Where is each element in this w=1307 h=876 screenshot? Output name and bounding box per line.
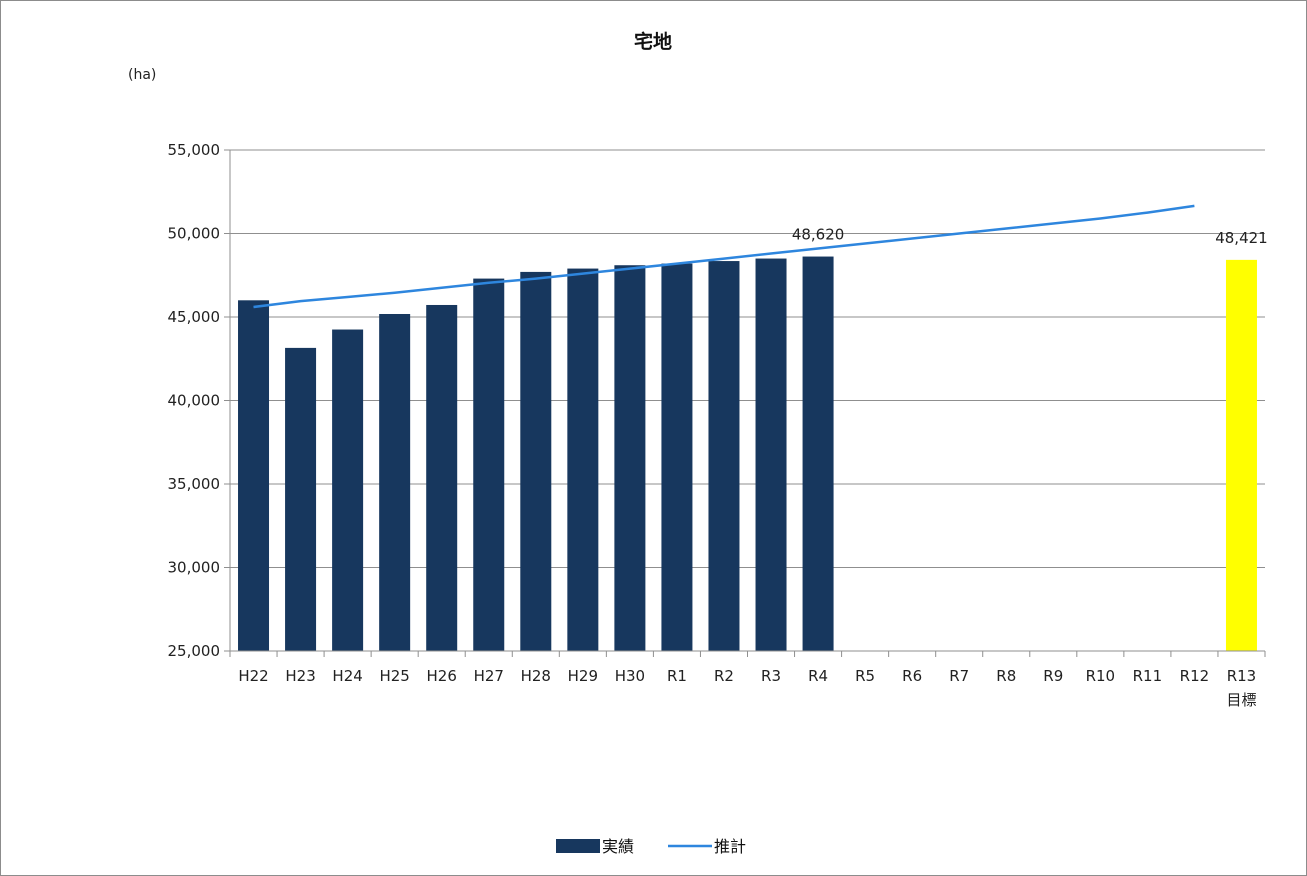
x-tick-sublabel: 目標 xyxy=(1226,691,1256,709)
bar-H24 xyxy=(332,329,364,651)
chart-title: 宅地 xyxy=(634,30,672,53)
y-tick-label: 25,000 xyxy=(168,642,221,660)
x-tick-label: R13 xyxy=(1227,667,1257,685)
x-tick-label: R7 xyxy=(949,667,969,685)
bar-R3 xyxy=(755,258,787,651)
legend-label: 推計 xyxy=(714,837,746,856)
bar-R4 xyxy=(802,256,834,651)
y-tick-label: 35,000 xyxy=(168,475,221,493)
x-tick-label: R9 xyxy=(1043,667,1063,685)
x-tick-label: R8 xyxy=(996,667,1016,685)
data-label-R4: 48,620 xyxy=(792,226,845,244)
x-tick-label: H27 xyxy=(474,667,504,685)
legend: 実績 推計 xyxy=(556,837,746,856)
x-tick-label: R10 xyxy=(1086,667,1116,685)
data-label-R13: 48,421 xyxy=(1215,229,1268,247)
bar-layer xyxy=(238,256,1257,651)
x-tick-label: R6 xyxy=(902,667,922,685)
bar-H28 xyxy=(520,271,552,651)
y-tick-label: 40,000 xyxy=(168,392,221,410)
line-layer xyxy=(253,204,1195,309)
y-unit-label: (ha) xyxy=(128,67,156,83)
label-layer: 48,620 48,421 xyxy=(792,226,1268,247)
x-tick-label: H24 xyxy=(332,667,362,685)
x-tick-label: R12 xyxy=(1180,667,1210,685)
line-series-estimate xyxy=(253,204,1195,309)
bar-R2 xyxy=(708,261,740,651)
x-tick-label: R4 xyxy=(808,667,828,685)
x-tick-label: R5 xyxy=(855,667,875,685)
y-tick-label: 55,000 xyxy=(168,141,221,159)
x-tick-label: H28 xyxy=(521,667,551,685)
x-tick-label: R2 xyxy=(714,667,734,685)
x-tick-label: R3 xyxy=(761,667,781,685)
bar-H23 xyxy=(285,347,317,651)
axis-layer: 25,000 30,000 35,000 40,000 45,000 50,000 55,0… xyxy=(168,141,1266,709)
bar-H22 xyxy=(238,300,270,651)
bar-H27 xyxy=(473,278,505,651)
y-tick-label: 45,000 xyxy=(168,308,221,326)
x-tick-label: R11 xyxy=(1133,667,1163,685)
bar-H25 xyxy=(379,313,411,651)
bar-H30 xyxy=(614,265,646,651)
bar-R13 xyxy=(1225,259,1257,651)
x-tick-label: H29 xyxy=(568,667,598,685)
x-tick-label: H30 xyxy=(615,667,645,685)
x-tick-label: R1 xyxy=(667,667,687,685)
x-tick-label: H26 xyxy=(427,667,457,685)
x-tick-label: H23 xyxy=(285,667,315,685)
x-tick-label: H25 xyxy=(379,667,409,685)
y-tick-label: 30,000 xyxy=(168,559,221,577)
y-tick-label: 50,000 xyxy=(168,225,221,243)
legend-label: 実績 xyxy=(602,837,634,856)
x-tick-label: H22 xyxy=(238,667,268,685)
legend-swatch-bar xyxy=(556,839,600,853)
bar-H29 xyxy=(567,268,599,651)
bar-H26 xyxy=(426,304,458,651)
bar-R1 xyxy=(661,263,693,651)
